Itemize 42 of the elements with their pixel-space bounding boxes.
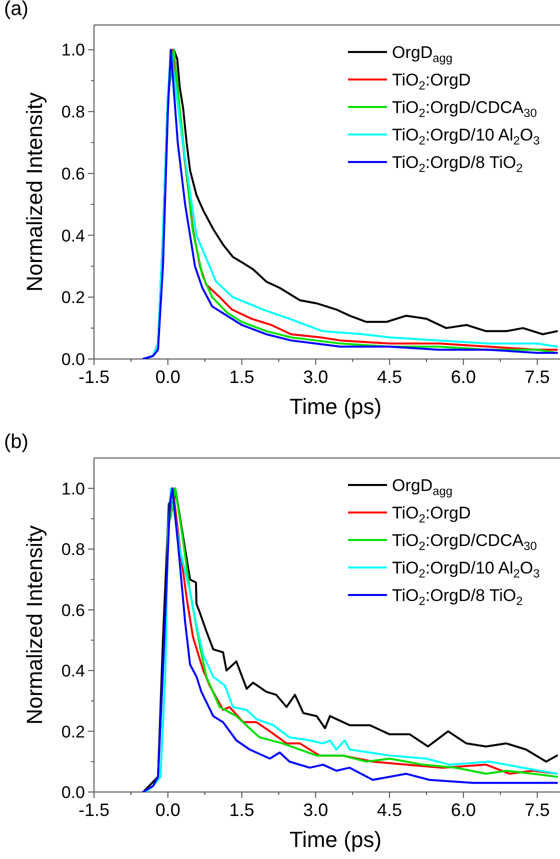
x-tick-label: 7.5 <box>524 367 550 387</box>
y-tick-label: 0.4 <box>61 662 85 681</box>
x-tick-label: 6.0 <box>450 800 476 820</box>
x-tick-label: -1.5 <box>78 367 110 387</box>
y-tick-label: 0.2 <box>61 722 85 742</box>
x-tick-label: 3.0 <box>303 367 328 387</box>
y-tick-label: 0.8 <box>61 540 85 560</box>
x-tick-label: 0.0 <box>155 800 180 820</box>
chart-title: (b) <box>4 431 28 453</box>
y-tick-label: 0.6 <box>61 164 85 184</box>
x-tick-label: 4.5 <box>377 367 402 387</box>
x-tick-label: -1.5 <box>78 800 110 820</box>
legend-label: TiO$_{2}$:OrgD/CDCA$_{30}$ <box>392 98 538 120</box>
x-axis-title: Time (ps) <box>289 827 382 852</box>
x-tick-label: 7.5 <box>524 800 550 820</box>
legend-label: TiO$_{2}$:OrgD/10 Al$_{2}$O$_{3}$ <box>392 558 540 580</box>
chart-title: (a) <box>4 0 28 20</box>
legend-label: TiO$_{2}$:OrgD <box>392 504 471 526</box>
legend-label: OrgD$_{agg}$ <box>392 43 452 65</box>
y-tick-label: 0.6 <box>61 600 85 620</box>
x-tick-label: 0.0 <box>155 367 180 387</box>
y-tick-label: 1.0 <box>61 479 85 498</box>
y-tick-label: 0.2 <box>61 288 85 308</box>
y-tick-label: 0.0 <box>61 350 85 369</box>
x-tick-label: 4.5 <box>377 800 402 820</box>
x-tick-label: 3.0 <box>303 800 328 820</box>
legend-label: TiO$_{2}$:OrgD/8 TiO$_{2}$ <box>392 586 524 608</box>
y-tick-label: 0.4 <box>61 226 85 246</box>
x-tick-label: 1.5 <box>229 367 254 387</box>
legend-label: TiO$_{2}$:OrgD/8 TiO$_{2}$ <box>392 153 524 175</box>
y-axis-title: Normalized Intensity <box>22 92 47 292</box>
legend-label: TiO$_{2}$:OrgD <box>392 70 471 92</box>
legend-label: TiO$_{2}$:OrgD/10 Al$_{2}$O$_{3}$ <box>392 126 540 148</box>
legend-label: OrgD$_{agg}$ <box>392 476 452 498</box>
x-axis-title: Time (ps) <box>289 394 382 419</box>
legend-label: TiO$_{2}$:OrgD/CDCA$_{30}$ <box>392 531 538 553</box>
y-tick-label: 0.0 <box>61 783 85 802</box>
y-tick-label: 0.8 <box>61 102 85 122</box>
y-axis-title: Normalized Intensity <box>22 525 47 725</box>
x-tick-label: 1.5 <box>229 800 254 820</box>
y-tick-label: 1.0 <box>61 40 85 60</box>
x-tick-label: 6.0 <box>450 367 476 387</box>
